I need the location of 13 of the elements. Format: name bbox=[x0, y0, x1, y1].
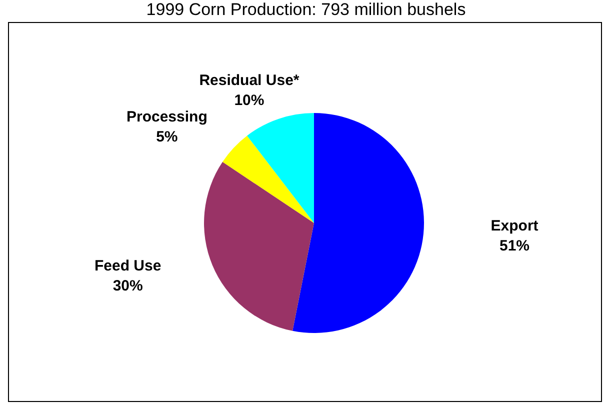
chart-title: 1999 Corn Production: 793 million bushels bbox=[145, 0, 467, 20]
slice-label: Export bbox=[490, 218, 538, 235]
pie-slice bbox=[247, 113, 314, 223]
pie-slice bbox=[222, 136, 314, 223]
data-label: 30% bbox=[112, 277, 143, 294]
slice-label: Residual Use* bbox=[199, 72, 300, 89]
slice-label: Processing bbox=[126, 108, 208, 126]
data-label: 51% bbox=[500, 238, 530, 255]
data-label: 5% bbox=[156, 128, 178, 146]
pie-slice bbox=[292, 113, 424, 333]
pie-slice bbox=[204, 162, 314, 331]
data-label: 10% bbox=[234, 92, 264, 109]
slice-label: Feed Use bbox=[94, 257, 162, 274]
